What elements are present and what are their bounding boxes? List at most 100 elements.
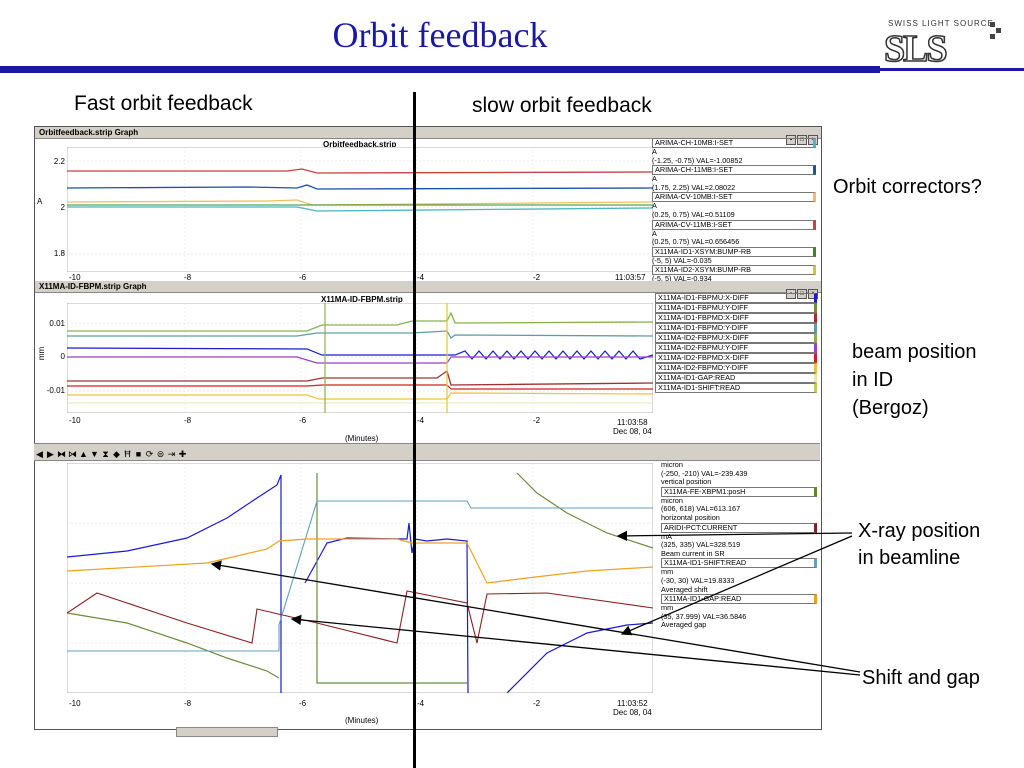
legend-line: (35, 37.999) VAL=36.5846 [661, 611, 747, 621]
series-averaged-gap [67, 538, 653, 584]
legend-entry[interactable]: ARIMA-CH-11MB:I-SET [652, 165, 816, 176]
x-tick: -2 [533, 416, 541, 425]
bottom-toolbar-stub [176, 727, 278, 737]
logo-square [990, 34, 995, 39]
annotation-beam-position-2: in ID [852, 369, 894, 391]
legend-line: micron [661, 495, 683, 505]
plot2-area [67, 303, 653, 413]
header-rule [0, 66, 880, 73]
maximize-button[interactable]: □ [797, 135, 807, 145]
minimize-button[interactable]: ▪ [786, 135, 796, 145]
legend-entry[interactable]: X11MA-ID1-GAP:READ [661, 594, 817, 605]
date-label: Dec 08, 04 [613, 708, 652, 717]
scroll-left-icon[interactable]: ◀ [36, 449, 43, 459]
plot3-area [67, 463, 653, 693]
annotation-shift-gap: Shift and gap [862, 667, 980, 689]
x-axis-label: (Minutes) [345, 434, 379, 443]
y-tick: 0.01 [49, 319, 65, 328]
series-vertical-position [67, 474, 653, 693]
series-averaged-shift [67, 500, 653, 652]
center-icon[interactable]: ⊜ [156, 449, 165, 459]
legend-line: mm [661, 603, 674, 613]
close-button[interactable]: × [808, 289, 818, 299]
x-tick: -6 [299, 273, 307, 282]
series-id2-x-down [67, 384, 653, 390]
legend-units: A [652, 147, 657, 156]
zoom-out-x-icon[interactable]: ⧒ [68, 449, 77, 459]
legend-line: Averaged shift [661, 584, 708, 594]
legend-line: Averaged gap [661, 620, 707, 630]
legend-line: (606, 618) VAL=613.167 [661, 504, 741, 514]
x-tick: -4 [417, 416, 425, 425]
maximize-button[interactable]: □ [797, 289, 807, 299]
legend-entry[interactable]: X11MA-ID2-FBPMD:X-DIFF [655, 353, 817, 363]
legend-line: (-250, -210) VAL=-239.439 [661, 468, 748, 478]
y-tick: 1.8 [53, 249, 65, 258]
legend-range: (-5, 5) VAL=-0.934 [652, 274, 712, 284]
fit-icon[interactable]: ⇥ [167, 449, 176, 459]
scroll-right-icon[interactable]: ▶ [47, 449, 54, 459]
legend-entry[interactable]: X11MA-ID1-XSYM:BUMP-RB [652, 246, 816, 257]
zoom-in-y-icon[interactable]: ⧗ [102, 449, 109, 459]
strip-toolbar: ◀ ▶ ⧓ ⧒ ▲ ▼ ⧗ ◆ Ħ ■ ⟳ ⊜ ⇥ ✚ [34, 443, 820, 461]
time-label: 11:03:58 [617, 418, 648, 427]
legend-units: A [652, 201, 657, 211]
legend-entry[interactable]: X11MA-ID2-FBPMD:Y-DIFF [655, 363, 817, 373]
window-titlebar[interactable]: Orbitfeedback.strip Graph [35, 127, 821, 139]
legend-line: mA [661, 531, 672, 541]
legend-entry[interactable]: X11MA-ID1-FBPMD:Y-DIFF [655, 323, 817, 333]
x-tick: -10 [69, 416, 81, 425]
legend-entry[interactable]: X11MA-ID1-GAP:READ [655, 373, 817, 383]
legend-panel-1: ARIMA-CH-10MB:I-SET A (-1.25, -0.75) VAL… [652, 138, 816, 284]
x-tick: -4 [417, 699, 425, 708]
scroll-up-icon[interactable]: ▲ [79, 449, 88, 459]
scroll-down-icon[interactable]: ▼ [90, 449, 99, 459]
time-label: 11:03:52 [617, 699, 648, 708]
x-tick: -8 [184, 699, 192, 708]
legend-entry[interactable]: ARIMA-CH-10MB:I-SET [652, 138, 816, 148]
legend-entry[interactable]: X11MA-FE-XBPM1:posH [661, 486, 817, 497]
legend-entry[interactable]: X11MA-ID2-XSYM:BUMP-RB [652, 265, 816, 276]
auto-scale-icon[interactable]: Ħ [124, 449, 131, 459]
zoom-out-y-icon[interactable]: ◆ [113, 449, 120, 459]
series-id1-y-up [67, 311, 653, 332]
annotation-orbit-correctors: Orbit correctors? [833, 176, 982, 198]
arrow [210, 560, 861, 673]
stop-icon[interactable]: ■ [135, 449, 142, 459]
refresh-icon[interactable]: ⟳ [145, 449, 154, 459]
legend-units: A [652, 228, 657, 238]
series-ch11 [67, 184, 653, 190]
legend-entry[interactable]: X11MA-ID1-FBPMU:X-DIFF [655, 293, 817, 303]
series-id2-y-up [67, 356, 653, 364]
legend-line: mm [661, 567, 674, 577]
logo-caption: SWISS LIGHT SOURCE [888, 19, 994, 28]
legend-entry[interactable]: X11MA-ID1-SHIFT:READ [655, 383, 817, 393]
legend-units: A [652, 174, 657, 184]
slow-feedback-heading: slow orbit feedback [472, 94, 652, 117]
legend-line: Beam current in SR [661, 548, 725, 558]
legend-entry[interactable]: X11MA-ID2-FBPMU:Y-DIFF [655, 343, 817, 353]
y-tick: 2 [60, 203, 65, 212]
annotation-beam-position-1: beam position [852, 341, 977, 363]
fast-slow-divider [413, 92, 416, 768]
legend-entry[interactable]: X11MA-ID2-FBPMU:X-DIFF [655, 333, 817, 343]
x-tick: -10 [69, 699, 81, 708]
legend-range: (1.75, 2.25) VAL=2.08022 [652, 182, 736, 192]
arrow [616, 530, 853, 542]
legend-entry[interactable]: ARIDI-PCT:CURRENT [661, 522, 817, 533]
legend-line: horizontal position [661, 512, 720, 522]
strip-tool-window: Orbitfeedback.strip Graph ▪ □ × Orbitfeedb… [34, 126, 822, 730]
legend-panel-2: X11MA-ID1-FBPMU:X-DIFF X11MA-ID1-FBPMU:Y… [655, 293, 817, 393]
window-titlebar[interactable]: X11MA-ID-FBPM.strip Graph [35, 281, 821, 293]
minimize-button[interactable]: ▪ [786, 289, 796, 299]
legend-entry[interactable]: X11MA-ID1-SHIFT:READ [661, 558, 817, 569]
date-label: Dec 08, 04 [613, 427, 652, 436]
zoom-in-x-icon[interactable]: ⧓ [57, 449, 66, 459]
y-tick: -0.01 [46, 386, 65, 395]
legend-entry[interactable]: ARIMA-CV-10MB:I-SET [652, 192, 816, 203]
x-tick: -8 [184, 273, 192, 282]
legend-entry[interactable]: ARIMA-CV-11MB:I-SET [652, 219, 816, 230]
print-icon[interactable]: ✚ [178, 449, 187, 459]
legend-entry[interactable]: X11MA-ID1-FBPMD:X-DIFF [655, 313, 817, 323]
legend-entry[interactable]: X11MA-ID1-FBPMU:Y-DIFF [655, 303, 817, 313]
